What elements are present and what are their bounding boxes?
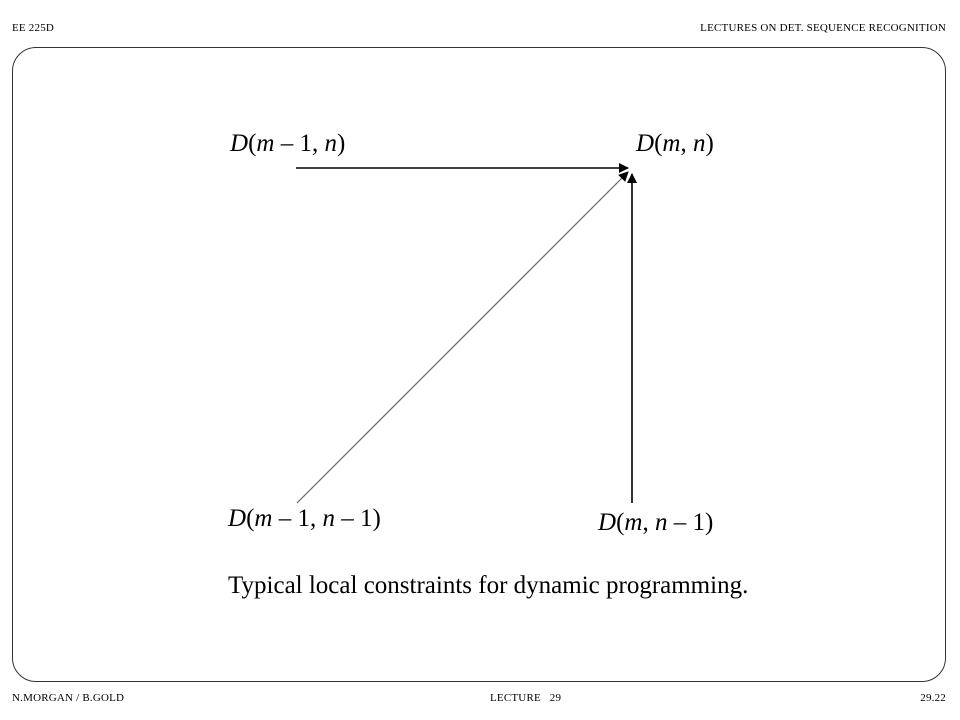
paren-open: ( — [654, 130, 663, 157]
paren-close: ) — [704, 509, 714, 536]
var-n: n — [324, 130, 337, 157]
func-symbol: D — [228, 505, 247, 532]
node-d-m-minus-1-n: D(m – 1, n) — [230, 131, 345, 156]
var-n: n — [322, 505, 335, 532]
paren-open: ( — [616, 509, 625, 536]
var-m: m — [254, 505, 273, 532]
op-a: – 1, — [274, 130, 325, 157]
op-a: – 1, — [272, 505, 323, 532]
var-m: m — [662, 130, 681, 157]
op-a: , — [642, 509, 655, 536]
var-m: m — [624, 509, 643, 536]
footer-page-number: 29.22 — [920, 692, 946, 704]
edge-diagonal — [296, 171, 629, 504]
course-code: EE 225D — [12, 22, 55, 34]
node-d-m-n: D(m, n) — [636, 131, 714, 156]
slide-frame — [12, 47, 946, 682]
func-symbol: D — [230, 130, 249, 157]
paren-open: ( — [248, 130, 257, 157]
paren-close: ) — [705, 130, 714, 157]
var-n: n — [692, 130, 706, 157]
series-title: LECTURES ON DET. SEQUENCE RECOGNITION — [700, 22, 946, 34]
paren-open: ( — [246, 505, 255, 532]
node-d-m-n-minus-1: D(m, n – 1) — [598, 510, 713, 535]
paren-close: ) — [336, 130, 346, 157]
op-a: , — [680, 130, 693, 157]
paren-close: ) — [372, 505, 381, 532]
figure-caption: Typical local constraints for dynamic pr… — [228, 572, 749, 599]
node-d-m-minus-1-n-minus-1: D(m – 1, n – 1) — [228, 506, 381, 531]
func-symbol: D — [636, 130, 655, 157]
footer-lecture: LECTURE 29 — [490, 692, 562, 704]
footer-authors: N.MORGAN / B.GOLD — [12, 692, 125, 704]
var-m: m — [256, 130, 275, 157]
op-b: – 1 — [334, 505, 373, 532]
op-b: – 1 — [667, 509, 705, 536]
func-symbol: D — [598, 509, 617, 536]
var-n: n — [654, 509, 668, 536]
